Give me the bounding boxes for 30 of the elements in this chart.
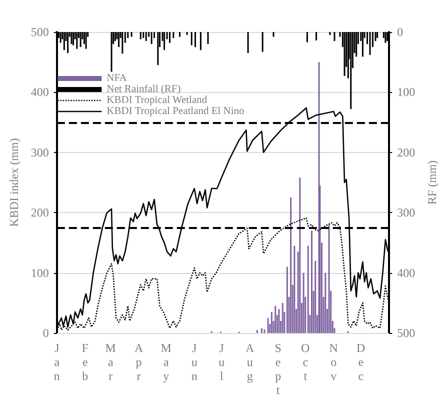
y2-tick-label: 500 bbox=[397, 326, 416, 340]
x-tick-label: Oct bbox=[301, 341, 310, 383]
x-tick-label: Apr bbox=[134, 341, 144, 383]
y2-tick-label: 300 bbox=[397, 206, 416, 220]
x-tick-label: Sept bbox=[274, 341, 282, 397]
y2-tick-label: 0 bbox=[397, 25, 404, 39]
x-tick-label: Dec bbox=[356, 341, 366, 383]
y-tick-label: 200 bbox=[30, 206, 49, 220]
x-tick-label: Aug bbox=[246, 341, 255, 383]
legend-label: KBDI Tropical Peatland El Nino bbox=[106, 106, 244, 117]
y2-tick-label: 400 bbox=[397, 266, 416, 280]
x-tick-label: Feb bbox=[82, 341, 89, 383]
legend-label: Net Rainfall (RF) bbox=[106, 84, 182, 95]
legend-label: KBDI Tropical Wetland bbox=[106, 95, 208, 106]
y-tick-label: 100 bbox=[30, 266, 49, 280]
y-tick-label: 400 bbox=[30, 85, 49, 100]
y-tick-label: 0 bbox=[42, 326, 49, 340]
legend-label: NFA bbox=[106, 73, 128, 84]
x-tick-label: May bbox=[160, 341, 172, 383]
y-tick-label: 300 bbox=[30, 145, 49, 160]
y2-tick-label: 100 bbox=[397, 85, 416, 100]
y-axis-title: KBDI index (mm) bbox=[7, 138, 21, 227]
y-tick-label: 500 bbox=[30, 25, 49, 39]
x-tick-label: Jul bbox=[218, 341, 225, 383]
y2-tick-label: 200 bbox=[397, 145, 416, 160]
x-tick-label: Jan bbox=[54, 341, 60, 383]
x-tick-label: Mar bbox=[105, 341, 116, 383]
y2-axis-title: RF (mm) bbox=[425, 160, 439, 205]
x-tick-label: Nov bbox=[329, 341, 338, 383]
x-tick-label: Jun bbox=[191, 341, 198, 383]
